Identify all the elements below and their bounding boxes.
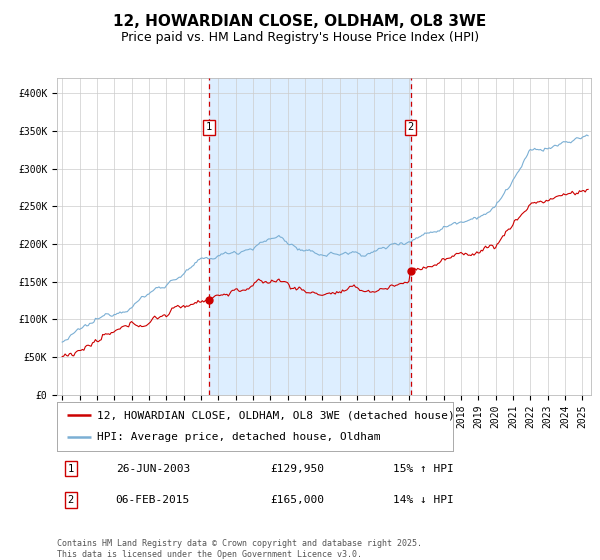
Text: 15% ↑ HPI: 15% ↑ HPI: [394, 464, 454, 474]
Text: Contains HM Land Registry data © Crown copyright and database right 2025.
This d: Contains HM Land Registry data © Crown c…: [57, 539, 422, 559]
Text: 2: 2: [68, 495, 74, 505]
Text: 26-JUN-2003: 26-JUN-2003: [116, 464, 190, 474]
Text: 06-FEB-2015: 06-FEB-2015: [116, 495, 190, 505]
Text: 2: 2: [407, 123, 413, 133]
Text: HPI: Average price, detached house, Oldham: HPI: Average price, detached house, Oldh…: [97, 432, 380, 442]
Text: £165,000: £165,000: [271, 495, 325, 505]
Text: 12, HOWARDIAN CLOSE, OLDHAM, OL8 3WE: 12, HOWARDIAN CLOSE, OLDHAM, OL8 3WE: [113, 14, 487, 29]
Bar: [209, 78, 410, 395]
Text: 12, HOWARDIAN CLOSE, OLDHAM, OL8 3WE (detached house): 12, HOWARDIAN CLOSE, OLDHAM, OL8 3WE (de…: [97, 410, 454, 421]
Text: £129,950: £129,950: [271, 464, 325, 474]
Text: 1: 1: [206, 123, 212, 133]
Text: 1: 1: [68, 464, 74, 474]
Text: 14% ↓ HPI: 14% ↓ HPI: [394, 495, 454, 505]
Text: Price paid vs. HM Land Registry's House Price Index (HPI): Price paid vs. HM Land Registry's House …: [121, 31, 479, 44]
